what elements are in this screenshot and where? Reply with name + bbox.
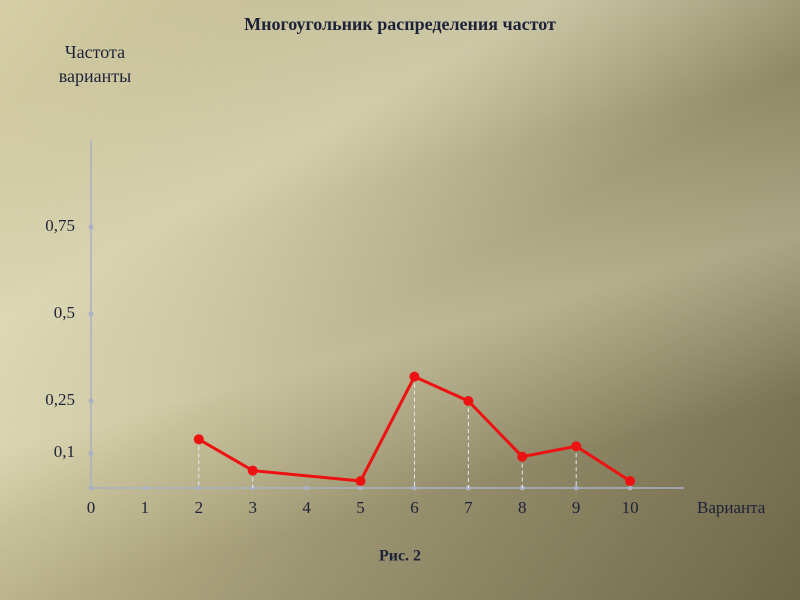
data-point [571,441,582,452]
y-tick-label: 0,75 [45,216,75,235]
x-tick-mark [358,485,364,491]
data-point [463,396,474,406]
x-tick-label: 8 [518,498,527,517]
x-tick-label: 4 [302,498,311,517]
x-tick-mark [142,485,148,491]
data-point [409,371,420,382]
x-tick-mark [304,485,310,491]
x-tick-label: 7 [464,498,473,517]
y-axis-label: Частота варианты [58,42,132,86]
x-tick-label: 0 [87,498,96,517]
y-tick-mark [88,398,94,404]
y-tick-label: 0,25 [45,390,75,409]
x-tick-mark [573,485,579,491]
data-point [517,451,528,462]
x-tick-mark [196,485,202,491]
data-point [247,465,258,476]
caption: Рис. 2 [379,548,421,565]
x-tick-mark [627,485,633,491]
y-tick-mark [88,311,94,317]
x-tick-label: 9 [572,498,581,517]
x-tick-label: 1 [141,498,150,517]
data-point [625,476,636,487]
x-tick-mark [411,485,417,491]
x-tick-mark [88,485,94,491]
x-tick-label: 3 [248,498,257,517]
x-tick-label: 5 [356,498,365,517]
x-tick-label: 2 [195,498,204,517]
chart-title: Многоугольник распределения частот [244,14,556,34]
y-tick-label: 0,1 [54,442,75,461]
x-tick-label: 10 [622,498,639,517]
y-tick-mark [88,450,94,456]
y-tick-label: 0,5 [54,303,75,322]
y-tick-mark [88,224,94,230]
series-line [198,375,631,483]
x-axis-label: Варианта [697,498,766,517]
data-point [193,434,204,445]
data-point [355,476,366,487]
x-tick-label: 6 [410,498,419,517]
